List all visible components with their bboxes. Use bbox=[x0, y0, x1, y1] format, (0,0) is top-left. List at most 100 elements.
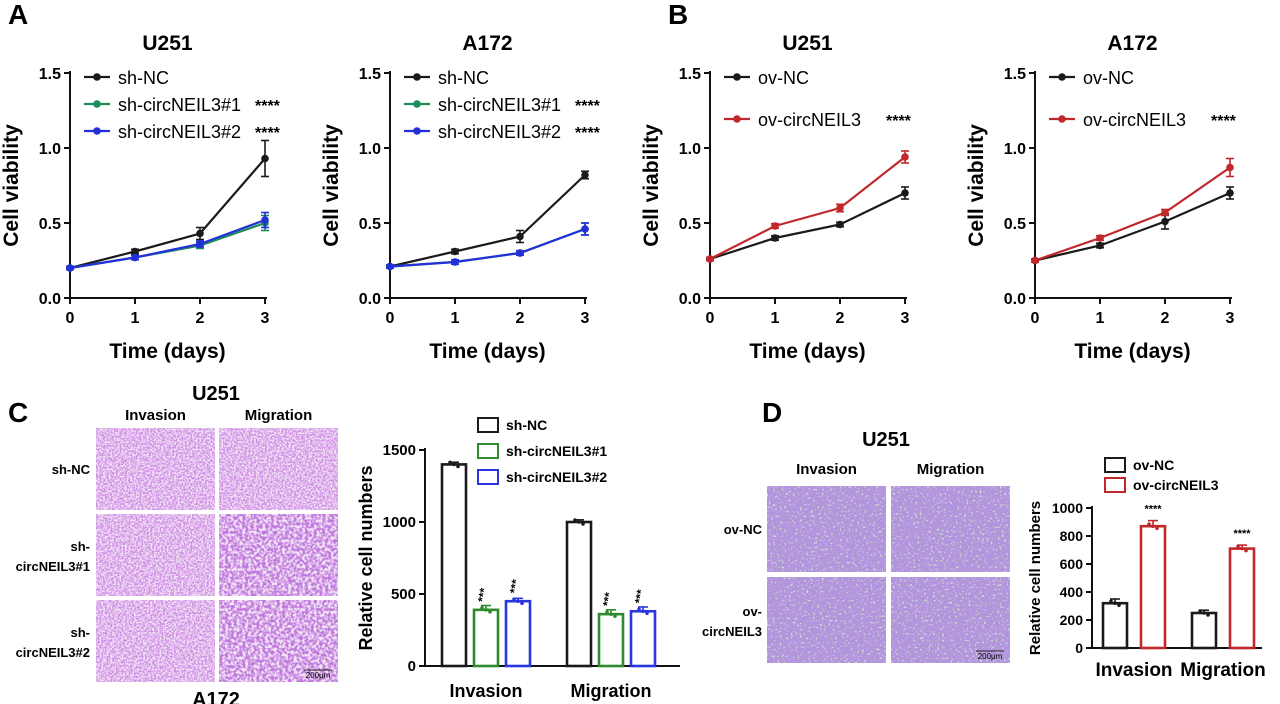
y-tick-label: 0.0 bbox=[359, 291, 381, 308]
data-point bbox=[771, 222, 779, 230]
y-axis-label: Relative cell numbers bbox=[1027, 501, 1044, 655]
x-axis-label: Time (days) bbox=[749, 340, 865, 363]
legend-label: sh-circNEIL3#2 bbox=[506, 469, 607, 485]
legend-label: sh-circNEIL3#2 bbox=[118, 122, 241, 142]
y-tick-label: 1.0 bbox=[1004, 141, 1026, 158]
data-point bbox=[581, 171, 589, 179]
x-tick-label: 3 bbox=[581, 310, 590, 327]
data-point bbox=[581, 225, 589, 233]
legend-label: ov-NC bbox=[1133, 457, 1174, 473]
legend-label: ov-NC bbox=[1083, 68, 1134, 88]
replicate-dot bbox=[488, 610, 492, 614]
data-point bbox=[1226, 189, 1234, 197]
micrograph-grid-d: U251 Invasion Migration ov-NC ov-circNEIL3 20… bbox=[702, 429, 1010, 663]
data-point bbox=[66, 264, 74, 272]
micrograph-row-label: ov-circNEIL3 bbox=[702, 604, 762, 639]
micrograph-stain bbox=[219, 428, 338, 510]
x-tick-label: 1 bbox=[131, 310, 140, 327]
bar-ov-nc-invasion bbox=[1101, 601, 1129, 650]
micrograph-stain bbox=[219, 600, 338, 682]
replicate-dot bbox=[637, 607, 641, 612]
replicate-dot bbox=[456, 464, 460, 469]
micrograph-row-label: sh-NC bbox=[52, 462, 91, 477]
significance-label: **** bbox=[1211, 113, 1237, 130]
legend-label: sh-NC bbox=[118, 68, 169, 88]
replicate-dot bbox=[1198, 609, 1202, 613]
legend-label: sh-NC bbox=[438, 68, 489, 88]
y-tick-label: 1.0 bbox=[39, 141, 61, 158]
replicate-dot bbox=[577, 520, 581, 524]
replicate-dot bbox=[512, 597, 516, 601]
category-label: Migration bbox=[571, 681, 652, 701]
micrograph-grid-c: U251 Invasion Migration sh-NC sh-circNEIL3#1… bbox=[16, 383, 338, 704]
replicate-dot bbox=[1109, 599, 1113, 603]
legend-swatch bbox=[1104, 477, 1126, 493]
replicate-dot bbox=[1244, 548, 1248, 553]
x-tick-label: 1 bbox=[771, 310, 780, 327]
replicate-dot bbox=[480, 606, 484, 610]
legend-marker bbox=[93, 100, 101, 108]
replicate-dot bbox=[516, 599, 520, 603]
y-axis-label: Cell viability bbox=[965, 124, 988, 247]
series-1: sh-NC bbox=[386, 68, 589, 271]
data-point bbox=[1096, 241, 1104, 250]
replicate-dot bbox=[645, 611, 649, 616]
y-tick-label: 0.5 bbox=[359, 216, 381, 233]
micrograph-row-label: sh-circNEIL3#2 bbox=[16, 625, 90, 660]
bar-sh-nc-migration bbox=[565, 520, 593, 668]
data-point bbox=[706, 255, 714, 263]
legend-label: ov-circNEIL3 bbox=[758, 110, 861, 130]
micrograph-stain bbox=[891, 486, 1010, 572]
micrograph-stain bbox=[891, 577, 1010, 663]
replicate-dot bbox=[573, 518, 577, 522]
series-1: ov-NC bbox=[706, 68, 909, 263]
significance-label: *** bbox=[632, 588, 648, 605]
x-tick-label: 0 bbox=[706, 310, 715, 327]
replicate-dot bbox=[448, 460, 452, 465]
x-tick-label: 2 bbox=[1161, 310, 1170, 327]
bar-ov-circneil3-migration bbox=[1228, 547, 1256, 650]
x-tick-label: 0 bbox=[1031, 310, 1040, 327]
legend-label: sh-NC bbox=[506, 417, 547, 433]
y-tick-label: 1000 bbox=[1052, 500, 1083, 516]
legend-swatch bbox=[477, 469, 499, 485]
line-chart-2: A172 0.0 0.5 1.0 1.5 0 1 2 3 Time (days) Cell viab… bbox=[320, 32, 601, 363]
y-tick-label: 0 bbox=[1075, 640, 1083, 656]
y-tick-label: 400 bbox=[1060, 584, 1084, 600]
line-chart-4: A172 0.0 0.5 1.0 1.5 0 1 2 3 Time (days) Cell viab… bbox=[965, 32, 1237, 363]
replicate-dot bbox=[1151, 524, 1155, 528]
x-tick-label: 0 bbox=[386, 310, 395, 327]
replicate-dot bbox=[1155, 526, 1159, 530]
data-point bbox=[131, 247, 139, 256]
line-chart-3: U251 0.0 0.5 1.0 1.5 0 1 2 3 Time (days) Cell viab… bbox=[640, 32, 912, 363]
legend-marker bbox=[733, 73, 741, 81]
legend-marker bbox=[1058, 73, 1066, 81]
y-tick-label: 0.5 bbox=[1004, 216, 1026, 233]
legend-label: sh-circNEIL3#2 bbox=[438, 122, 561, 142]
data-point bbox=[1096, 234, 1104, 242]
legend-marker bbox=[1058, 115, 1066, 123]
micrograph-title: U251 bbox=[862, 429, 910, 451]
replicate-dot bbox=[1236, 544, 1240, 549]
micrograph-title: U251 bbox=[192, 383, 240, 405]
data-point bbox=[386, 262, 394, 271]
significance-label: *** bbox=[600, 591, 616, 608]
y-tick-label: 200 bbox=[1060, 612, 1084, 628]
y-axis-label: Relative cell numbers bbox=[356, 465, 376, 650]
data-point bbox=[901, 153, 909, 161]
x-tick-label: 3 bbox=[1226, 310, 1235, 327]
bar-sh-nc-invasion bbox=[440, 463, 468, 668]
x-axis-label: Time (days) bbox=[109, 340, 225, 363]
y-tick-label: 800 bbox=[1060, 528, 1084, 544]
legend-label: ov-circNEIL3 bbox=[1083, 110, 1186, 130]
replicate-dot bbox=[1206, 613, 1210, 617]
y-tick-label: 500 bbox=[391, 586, 416, 603]
y-tick-label: 600 bbox=[1060, 556, 1084, 572]
data-point bbox=[131, 253, 139, 262]
micrograph-row-label: ov-NC bbox=[724, 522, 763, 537]
data-point bbox=[836, 204, 844, 212]
scale-bar-label: 200μm bbox=[306, 671, 331, 680]
bar-sh-circneil3-1-invasion bbox=[472, 608, 500, 668]
significance-label: **** bbox=[575, 98, 601, 115]
y-tick-label: 1500 bbox=[383, 442, 416, 459]
